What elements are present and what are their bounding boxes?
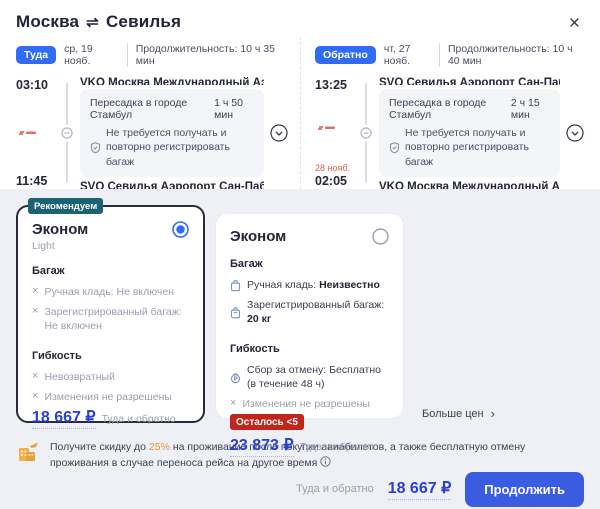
footer-bar: Туда и обратно 18 667 ₽ Продолжить [16,471,584,507]
segment-duration: Продолжительность: 10 ч 40 мин [438,43,584,67]
airline-logo [318,125,335,130]
hotel-promo-text: Получите скидку до 25% на проживание пос… [50,441,526,470]
scarcity-badge: Осталось <5 [230,414,304,431]
cross-icon: × [32,389,39,402]
list-item: × Зарегистрированный багаж: Не включен [32,305,182,333]
direction-badge: Туда [16,46,57,64]
arrive-airport: VKO Москва Международный Аэропорт Внуков… [379,180,560,189]
segment-outbound: Туда ср, 19 нояб. Продолжительность: 10 … [16,37,300,189]
chevron-down-icon[interactable] [270,124,288,142]
depart-airport: SVQ Севилья Аэропорт Сан-Пабло [379,77,560,86]
chevron-down-icon[interactable] [566,124,584,142]
hotel-promo-banner: Получите скидку до 25% на проживание пос… [16,439,584,472]
segment-return-body: 13:25 28 нояб. 02:05 SVQ Севилья Аэропор… [315,77,584,189]
more-prices-link[interactable]: Больше цен › [422,406,495,421]
fare-price[interactable]: 23 873 ₽ [230,435,294,458]
promo-discount: 25% [148,441,170,453]
footer-total-price[interactable]: 18 667 ₽ [387,478,452,501]
list-item: Ручная кладь: Неизвестно [230,278,389,292]
depart-time: 03:10 [16,78,48,92]
arrive-next-day-date: 28 нояб. [315,163,351,173]
suitcase-icon [230,307,241,319]
list-item: × Изменения не разрешены [32,389,172,403]
segment-date: чт, 27 нояб. [383,43,411,67]
depart-airport: VKO Москва Международный Аэропорт Внуков… [80,77,264,86]
transfer-info: Пересадка в городе Стамбул 2 ч 15 мин Не… [379,89,560,177]
fare-selection-area: Рекомендуем Эконом Light Багаж × Ручная … [0,189,600,509]
hotel-promo-icon [19,442,38,461]
list-item: × Невозвратный [32,369,115,383]
swap-route-icon: ⇌ [86,14,99,31]
baggage-section-title: Багаж [32,265,65,277]
flexibility-section-title: Гибкость [32,349,82,362]
cross-icon: × [230,396,237,409]
airline-logo [19,131,36,135]
transfer-note: Не требуется получать и повторно регистр… [405,127,529,168]
radio-unselected[interactable] [372,228,389,245]
shield-icon [389,142,400,154]
flight-segments: Туда ср, 19 нояб. Продолжительность: 10 … [0,37,600,189]
route-from: Москва [16,12,80,31]
flexibility-section-title: Гибкость [230,342,280,355]
recommended-badge: Рекомендуем [28,198,104,214]
segment-return: Обратно чт, 27 нояб. Продолжительность: … [300,37,584,189]
transfer-stop-icon [360,127,372,139]
handbag-icon [230,280,241,292]
cross-icon: × [32,285,39,297]
chevron-right-icon: › [490,406,495,421]
arrive-airport: SVQ Севилья Аэропорт Сан-Пабло [80,180,264,189]
fare-price-note: Туда и обратно [299,441,374,454]
cross-icon: × [32,305,39,318]
list-item: Сбор за отмену: Бесплатно (в течение 48 … [230,363,389,391]
fee-icon [230,372,241,383]
fare-title: Эконом [32,221,89,238]
timeline [60,77,74,189]
info-icon[interactable] [320,456,331,467]
fare-card-econom[interactable]: Эконом Багаж Ручная кладь: Неизвестно За… [215,213,404,458]
list-item: Зарегистрированный багаж: 20 кг [230,298,389,326]
direction-badge: Обратно [315,46,376,64]
route-to: Севилья [105,12,182,31]
fare-title: Эконом [230,228,287,245]
transfer-note: Не требуется получать и повторно регистр… [106,127,230,168]
close-icon[interactable]: × [565,12,584,35]
arrive-time: 02:05 [315,174,347,188]
cross-icon: × [32,369,39,382]
fare-card-econom-light[interactable]: Рекомендуем Эконом Light Багаж × Ручная … [16,198,205,429]
baggage-section-title: Багаж [230,258,263,270]
transfer-info: Пересадка в городе Стамбул 1 ч 50 мин Не… [80,89,264,177]
segment-outbound-body: 03:10 11:45 VKO Москва Международный Аэр… [16,77,288,189]
list-item: × Изменения не разрешены [230,396,370,410]
arrive-time: 11:45 [16,174,48,188]
transfer-city: Пересадка в городе Стамбул [90,97,188,122]
transfer-stop-icon [61,127,73,139]
transfer-city: Пересадка в городе Стамбул [389,97,487,122]
fare-price[interactable]: 18 667 ₽ [32,407,96,429]
fare-cards: Рекомендуем Эконом Light Багаж × Ручная … [16,198,584,458]
radio-selected[interactable] [172,221,189,238]
segment-date: ср, 19 нояб. [64,43,93,67]
depart-time: 13:25 [315,78,347,92]
segment-return-header: Обратно чт, 27 нояб. Продолжительность: … [315,43,584,67]
timeline [359,77,373,189]
shield-icon [90,142,101,154]
segment-outbound-header: Туда ср, 19 нояб. Продолжительность: 10 … [16,43,288,67]
header: Москва ⇌ Севилья × [0,0,600,37]
fare-subtitle: Light [32,240,55,252]
transfer-duration: 1 ч 50 мин [214,97,243,122]
segment-duration: Продолжительность: 10 ч 35 мин [126,43,288,67]
footer-price-note: Туда и обратно [296,483,374,496]
list-item: × Ручная кладь: Не включен [32,285,175,298]
continue-button[interactable]: Продолжить [465,471,584,507]
transfer-duration: 2 ч 15 мин [510,97,540,122]
fare-price-note: Туда и обратно [101,412,176,425]
page-title: Москва ⇌ Севилья [16,12,181,32]
